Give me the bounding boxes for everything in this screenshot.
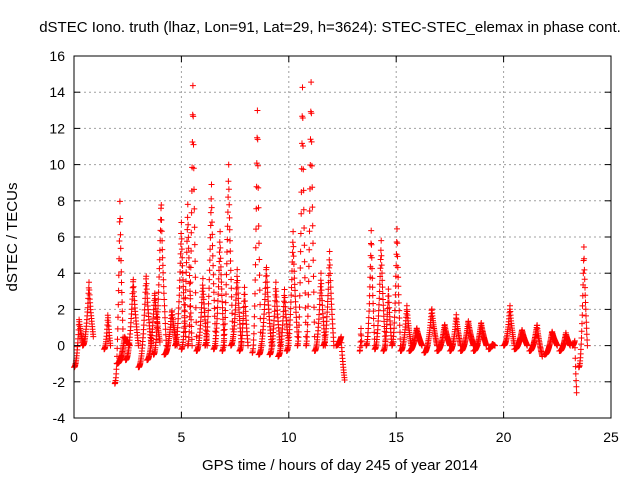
- chart-title: dSTEC Iono. truth (lhaz, Lon=91, Lat=29,…: [39, 19, 621, 36]
- x-tick-labels: 0 5 10 15 20 25: [70, 429, 619, 445]
- y-tick-label: 16: [49, 48, 65, 64]
- y-tick-label: 8: [57, 193, 65, 209]
- y-tick-label: 12: [49, 120, 65, 136]
- x-tick-label: 15: [388, 429, 404, 445]
- y-tick-label: 10: [49, 157, 65, 173]
- y-tick-label: -4: [53, 410, 66, 426]
- y-tick-label: 4: [57, 265, 65, 281]
- y-tick-label: 6: [57, 229, 65, 245]
- x-tick-label: 5: [178, 429, 186, 445]
- x-tick-label: 25: [603, 429, 619, 445]
- x-tick-label: 0: [70, 429, 78, 445]
- axis-ticks: [73, 55, 612, 419]
- y-tick-label: 2: [57, 301, 65, 317]
- y-axis-label: dSTEC / TECUs: [4, 183, 21, 292]
- y-tick-labels: -4 -2 0 2 4 6 8 10 12 14 16: [49, 48, 65, 426]
- y-tick-label: -2: [53, 374, 66, 390]
- y-tick-label: 14: [49, 84, 65, 100]
- x-tick-label: 10: [281, 429, 297, 445]
- x-tick-label: 20: [496, 429, 512, 445]
- y-tick-label: 0: [57, 338, 65, 354]
- x-axis-label: GPS time / hours of day 245 of year 2014: [202, 457, 478, 474]
